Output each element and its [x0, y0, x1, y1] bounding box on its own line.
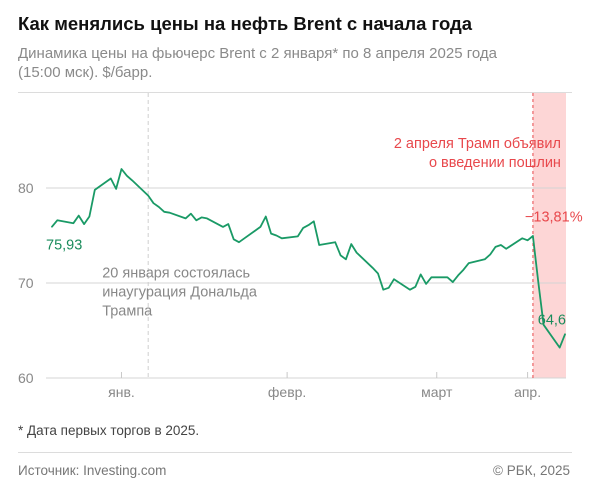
- inauguration-annotation-line-3: Трампа: [102, 303, 153, 319]
- tariff-period-layer: [532, 93, 566, 378]
- tariff-annotation-line-2: о введении пошлин: [429, 155, 561, 171]
- y-tick-label-70: 70: [18, 275, 34, 291]
- footnote: * Дата первых торгов в 2025.: [18, 423, 200, 438]
- brent-price-line: [51, 168, 566, 349]
- y-tick-label-60: 60: [18, 370, 34, 386]
- change-percent-label: −13,81%: [525, 210, 583, 226]
- start-value-label: 75,93: [46, 238, 82, 254]
- top-divider: [18, 92, 572, 93]
- annotation-lines-layer: [147, 93, 534, 378]
- chart-title: Как менялись цены на нефть Brent с начал…: [18, 13, 473, 34]
- subtitle-line-1: Динамика цены на фьючерс Brent с 2 январ…: [18, 45, 497, 62]
- labels-layer: 60 70 80 янв. февр. март апр. 75,93 64,6 −13,81% 2…: [18, 136, 583, 400]
- subtitle-line-2: (15:00 мск). $/барр.: [18, 64, 153, 81]
- x-tick-label-2: март: [421, 384, 453, 400]
- x-tick-label-0: янв.: [108, 384, 135, 400]
- inauguration-annotation-line-2: инаугурация Дональда: [102, 284, 258, 300]
- end-value-label: 64,6: [538, 312, 566, 328]
- source: Источник: Investing.com: [18, 463, 167, 478]
- x-tick-label-3: апр.: [514, 384, 541, 400]
- copyright: © РБК, 2025: [493, 463, 570, 478]
- tariff-period-band: [532, 93, 566, 378]
- series-layer: [51, 168, 566, 349]
- inauguration-annotation-line-1: 20 января состоялась: [102, 265, 250, 281]
- grid-layer: [46, 187, 566, 379]
- x-tick-label-1: февр.: [268, 384, 306, 400]
- tariff-annotation-line-1: 2 апреля Трамп объявил: [394, 136, 561, 152]
- bottom-divider: [18, 452, 572, 453]
- chart-subtitle: Динамика цены на фьючерс Brent с 2 январ…: [18, 44, 558, 82]
- y-tick-label-80: 80: [18, 180, 34, 196]
- price-chart: 60 70 80 янв. февр. март апр. 75,93 64,6 −13,81% 2…: [18, 93, 583, 400]
